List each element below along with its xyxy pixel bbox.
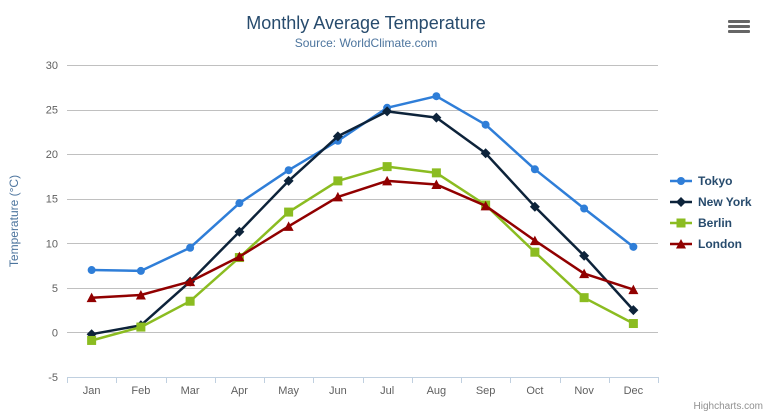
- data-point-triangle-icon[interactable]: [480, 200, 491, 211]
- context-menu-button[interactable]: [728, 18, 750, 37]
- series-tokyo[interactable]: [87, 92, 638, 275]
- legend-marker-triangle-icon: [676, 238, 686, 248]
- data-point-diamond-icon[interactable]: [332, 131, 343, 142]
- legend-item-london[interactable]: London: [669, 233, 752, 254]
- x-axis-label: Sep: [476, 385, 496, 397]
- y-axis-title: Temperature (°C): [7, 175, 21, 267]
- data-point-diamond-icon[interactable]: [579, 250, 590, 261]
- data-point-square-icon[interactable]: [185, 296, 195, 306]
- y-axis-label: 0: [52, 327, 58, 339]
- hamburger-icon: [728, 25, 750, 28]
- data-point-triangle-icon[interactable]: [529, 235, 540, 246]
- y-axis-label: 20: [46, 149, 58, 161]
- y-axis-label: 10: [46, 238, 58, 250]
- data-point-diamond-icon[interactable]: [283, 175, 294, 186]
- legend-marker-square-icon: [676, 218, 686, 227]
- data-point-triangle-icon[interactable]: [135, 289, 146, 300]
- data-point-circle-icon[interactable]: [136, 266, 145, 275]
- x-axis-label: Jun: [329, 385, 347, 397]
- data-point-triangle-icon[interactable]: [628, 284, 639, 295]
- y-axis-label: 30: [46, 60, 58, 72]
- data-point-square-icon[interactable]: [284, 207, 294, 217]
- legend-item-berlin[interactable]: Berlin: [669, 212, 752, 233]
- data-point-square-icon[interactable]: [530, 247, 540, 257]
- data-point-square-icon[interactable]: [333, 176, 343, 186]
- data-point-diamond-icon[interactable]: [529, 201, 540, 212]
- legend-item-new-york[interactable]: New York: [669, 191, 752, 212]
- data-point-triangle-icon[interactable]: [86, 292, 97, 303]
- data-point-triangle-icon[interactable]: [234, 251, 245, 262]
- data-point-circle-icon[interactable]: [629, 242, 638, 251]
- data-point-square-icon[interactable]: [87, 335, 97, 345]
- x-axis-label: Dec: [624, 385, 644, 397]
- legend: Tokyo New York Berlin London: [669, 170, 752, 254]
- series-line-london: [90, 179, 635, 299]
- data-point-circle-icon[interactable]: [481, 120, 490, 129]
- data-point-square-icon[interactable]: [431, 168, 441, 178]
- data-point-square-icon[interactable]: [579, 293, 589, 303]
- chart-subtitle: Source: WorldClimate.com: [294, 36, 438, 50]
- legend-label: New York: [698, 194, 752, 209]
- data-point-circle-icon[interactable]: [186, 243, 195, 252]
- legend-marker-circle-icon: [670, 176, 692, 185]
- data-point-circle-icon[interactable]: [580, 204, 589, 213]
- y-axis-label: 5: [52, 283, 58, 295]
- data-point-square-icon[interactable]: [382, 162, 392, 172]
- x-axis-label: May: [278, 385, 299, 397]
- x-axis-label: Jan: [83, 385, 101, 397]
- data-point-diamond-icon[interactable]: [480, 148, 491, 159]
- series-line-tokyo: [90, 94, 635, 273]
- credits-link[interactable]: Highcharts.com: [693, 401, 763, 412]
- hamburger-icon: [728, 30, 750, 33]
- hamburger-icon: [728, 20, 750, 23]
- data-point-square-icon[interactable]: [136, 322, 146, 332]
- y-axis-label: -5: [48, 372, 58, 384]
- series-line-new-york: [90, 110, 635, 336]
- data-point-triangle-icon[interactable]: [283, 221, 294, 231]
- series-line-berlin: [90, 165, 635, 342]
- data-point-circle-icon[interactable]: [87, 266, 96, 275]
- data-point-circle-icon[interactable]: [284, 166, 293, 175]
- data-point-diamond-icon[interactable]: [382, 106, 393, 117]
- legend-label: Tokyo: [698, 173, 733, 188]
- x-axis-label: Apr: [231, 385, 248, 397]
- y-axis-label: 25: [46, 105, 58, 117]
- data-point-triangle-icon[interactable]: [579, 268, 590, 279]
- x-axis-label: Nov: [574, 385, 594, 397]
- x-axis-label: Jul: [380, 385, 394, 397]
- x-axis-label: Oct: [526, 385, 543, 397]
- data-point-square-icon[interactable]: [628, 319, 638, 329]
- data-point-triangle-icon[interactable]: [431, 179, 442, 189]
- x-axis-label: Aug: [427, 385, 447, 397]
- legend-label: Berlin: [698, 215, 733, 230]
- data-point-diamond-icon[interactable]: [628, 305, 639, 316]
- legend-marker-triangle-icon: [670, 238, 692, 248]
- data-point-triangle-icon[interactable]: [332, 191, 343, 202]
- legend-item-tokyo[interactable]: Tokyo: [669, 170, 752, 191]
- data-point-circle-icon[interactable]: [530, 165, 539, 174]
- data-point-diamond-icon[interactable]: [234, 226, 245, 237]
- series-london[interactable]: [86, 175, 639, 303]
- legend-marker-square-icon: [670, 218, 692, 227]
- series-new-york[interactable]: [86, 106, 639, 340]
- x-axis-label: Feb: [131, 385, 150, 397]
- data-point-triangle-icon[interactable]: [185, 276, 196, 287]
- x-axis-label: Mar: [181, 385, 200, 397]
- chart-title: Monthly Average Temperature: [246, 13, 486, 33]
- data-point-triangle-icon[interactable]: [382, 175, 393, 186]
- legend-label: London: [698, 236, 742, 251]
- data-point-circle-icon[interactable]: [432, 92, 441, 101]
- legend-marker-diamond-icon: [670, 196, 692, 207]
- legend-marker-diamond-icon: [676, 196, 686, 207]
- y-axis-label: 15: [46, 194, 58, 206]
- legend-marker-circle-icon: [677, 176, 685, 185]
- data-point-diamond-icon[interactable]: [431, 112, 442, 123]
- data-point-circle-icon[interactable]: [235, 199, 244, 208]
